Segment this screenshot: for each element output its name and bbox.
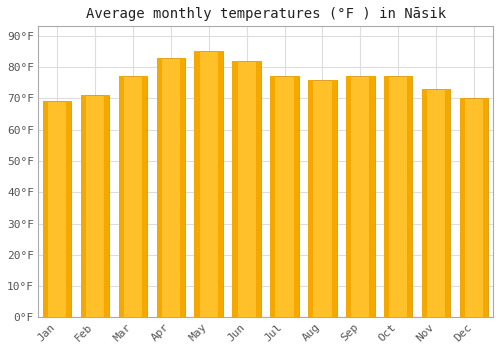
Bar bbox=[308, 79, 314, 317]
Bar bbox=[194, 51, 200, 317]
Bar bbox=[270, 76, 299, 317]
Bar bbox=[332, 79, 336, 317]
Bar bbox=[346, 76, 352, 317]
Bar bbox=[384, 76, 389, 317]
Title: Average monthly temperatures (°F ) in Nāsik: Average monthly temperatures (°F ) in Nā… bbox=[86, 7, 446, 21]
Bar bbox=[43, 102, 48, 317]
Bar bbox=[294, 76, 299, 317]
Bar bbox=[370, 76, 374, 317]
Bar bbox=[104, 95, 109, 317]
Bar bbox=[156, 58, 185, 317]
Bar bbox=[43, 102, 72, 317]
Bar bbox=[232, 61, 237, 317]
Bar bbox=[408, 76, 412, 317]
Bar bbox=[81, 95, 86, 317]
Bar bbox=[446, 89, 450, 317]
Bar bbox=[422, 89, 450, 317]
Bar bbox=[142, 76, 147, 317]
Bar bbox=[422, 89, 427, 317]
Bar bbox=[460, 98, 465, 317]
Bar bbox=[118, 76, 147, 317]
Bar bbox=[156, 58, 162, 317]
Bar bbox=[460, 98, 488, 317]
Bar bbox=[66, 102, 71, 317]
Bar bbox=[118, 76, 124, 317]
Bar bbox=[194, 51, 223, 317]
Bar bbox=[256, 61, 261, 317]
Bar bbox=[180, 58, 185, 317]
Bar bbox=[346, 76, 374, 317]
Bar bbox=[81, 95, 109, 317]
Bar bbox=[308, 79, 336, 317]
Bar bbox=[270, 76, 276, 317]
Bar bbox=[384, 76, 412, 317]
Bar bbox=[232, 61, 261, 317]
Bar bbox=[483, 98, 488, 317]
Bar bbox=[218, 51, 223, 317]
